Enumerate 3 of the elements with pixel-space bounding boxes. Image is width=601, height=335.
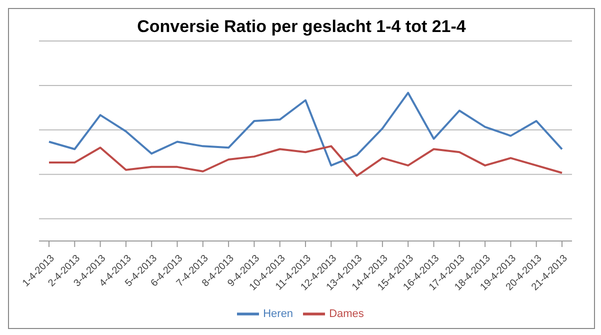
chart-title: Conversie Ratio per geslacht 1-4 tot 21-4 bbox=[136, 17, 467, 37]
legend-label: Dames bbox=[329, 308, 364, 320]
legend-label: Heren bbox=[263, 308, 294, 320]
